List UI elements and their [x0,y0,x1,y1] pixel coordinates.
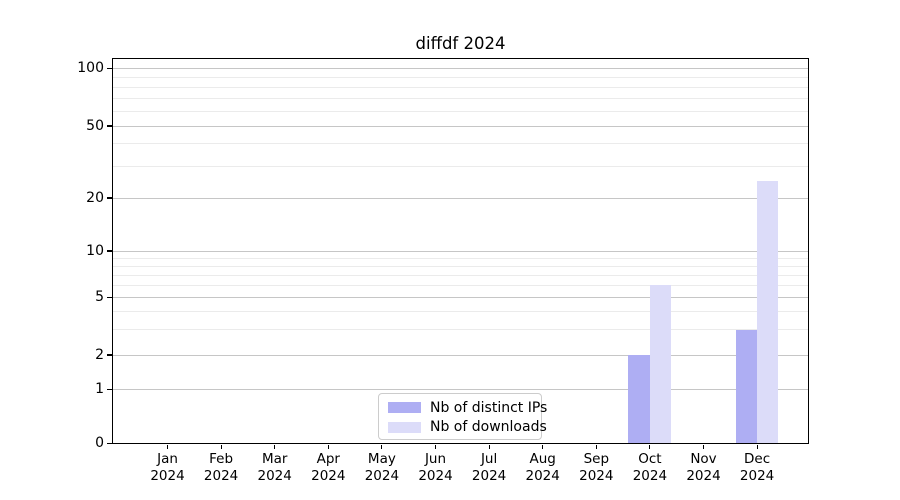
gridline-major [113,125,808,127]
legend-swatch [388,421,421,433]
gridline-minor [113,97,808,99]
x-tick-mark [595,444,597,450]
y-tick-mark [106,250,113,252]
gridline-minor [113,329,808,331]
x-tick-label: Dec 2024 [739,451,775,484]
x-tick-label: Jan 2024 [150,451,185,484]
y-tick-mark [106,388,113,391]
y-tick-label: 100 [77,60,104,76]
gridline-minor [113,77,808,79]
legend-entry: Nb of distinct IPs [379,398,547,418]
gridline-major [113,250,808,252]
y-tick-label: 20 [86,189,104,206]
gridline-minor [113,274,808,276]
gridline-minor [113,86,808,88]
gridline-minor [113,257,808,259]
x-tick-label: May 2024 [364,451,400,484]
x-tick-mark [166,444,169,450]
x-tick-label: Jun 2024 [418,451,453,484]
gridline-minor [113,285,808,287]
gridline-major [113,297,808,299]
gridline-major [113,354,808,356]
y-tick-label: 2 [95,346,104,363]
x-tick-label: Feb 2024 [203,451,239,484]
x-tick-label: Sep 2024 [579,451,614,484]
y-tick-label: 50 [86,117,104,134]
bar-distinct-ips [628,355,650,444]
y-tick-label: 0 [95,434,104,451]
gridline-major [113,389,808,391]
gridline-major [113,68,808,70]
x-tick-label: Nov 2024 [686,451,721,484]
x-tick-mark [702,444,705,450]
bar-downloads [649,285,672,444]
x-tick-mark [756,444,758,450]
x-tick-mark [434,444,437,450]
x-tick-mark [220,444,222,450]
chart-title: diffdf 2024 [415,34,506,53]
x-tick-label: Mar 2024 [257,451,292,484]
legend: Nb of distinct IPs Nb of downloads [378,393,547,440]
bar-distinct-ips [735,329,757,444]
x-tick-label: Jul 2024 [471,451,507,484]
plot-area [112,58,809,445]
x-tick-mark [381,444,383,450]
y-tick-mark [106,442,113,444]
gridline-minor [113,110,808,112]
gridline-minor [113,311,808,313]
x-tick-label: Aug 2024 [525,451,560,484]
x-tick-mark [327,444,329,450]
x-tick-mark [542,444,544,450]
gridline-minor [113,143,808,145]
gridline-major [113,197,808,199]
y-tick-mark [106,67,113,70]
x-tick-label: Oct 2024 [632,451,668,484]
y-tick-mark [106,354,113,356]
bar-downloads [756,180,779,444]
gridline-minor [113,265,808,267]
y-tick-mark [106,125,113,127]
y-tick-label: 10 [86,242,104,259]
x-tick-label: Apr 2024 [311,451,346,484]
y-tick-label: 5 [95,289,104,305]
legend-swatch [388,402,421,414]
x-tick-mark [649,444,651,450]
y-tick-mark [106,197,113,199]
gridline-minor [113,165,808,167]
x-tick-mark [274,444,276,450]
legend-entry: Nb of downloads [379,418,547,438]
legend-label: Nb of downloads [430,419,547,436]
y-tick-mark [106,296,113,299]
y-tick-label: 1 [95,381,104,397]
x-tick-mark [488,444,490,450]
legend-label: Nb of distinct IPs [430,399,548,416]
